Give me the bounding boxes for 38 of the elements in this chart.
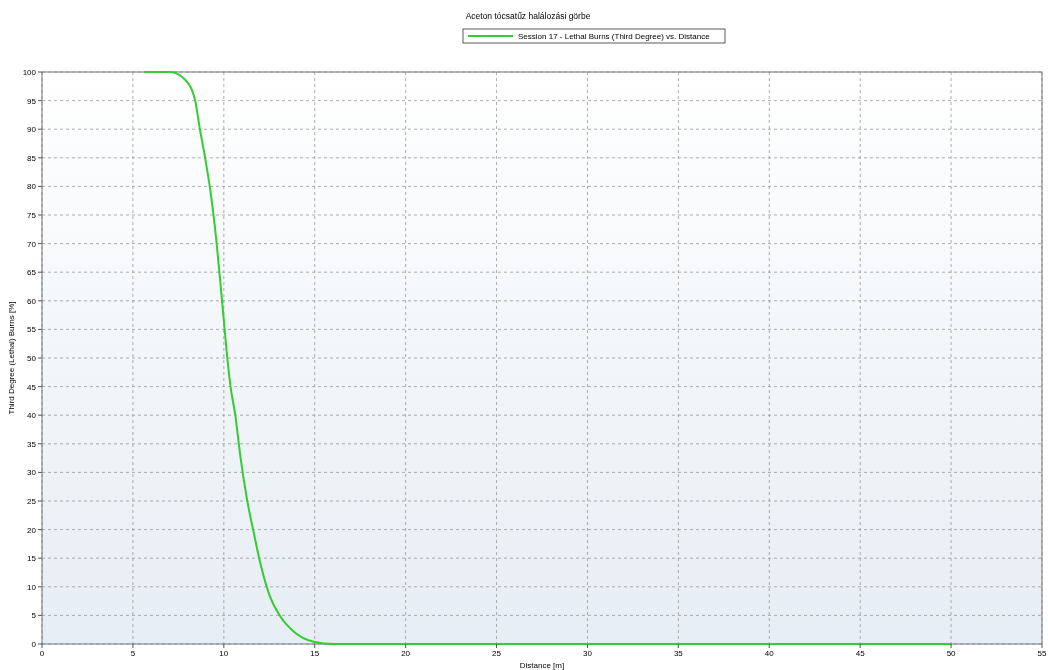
- line-series: [144, 71, 953, 645]
- y-tick-label: 60: [27, 296, 37, 306]
- y-tick-label: 90: [27, 125, 37, 135]
- y-tick-label: 0: [31, 640, 37, 649]
- y-tick-label: 10: [27, 582, 37, 592]
- y-tick-label: 45: [27, 382, 37, 392]
- y-tick-label: 80: [27, 182, 37, 192]
- x-tick-label: 15: [310, 649, 320, 658]
- x-tick-label: 45: [855, 649, 866, 658]
- x-tick-label: 25: [492, 649, 502, 658]
- x-tick-label: 0: [39, 649, 45, 658]
- x-tick-label: 35: [673, 649, 684, 658]
- x-tick-label: 55: [1037, 649, 1047, 658]
- y-tick-label: 5: [31, 611, 37, 621]
- chart-title: Aceton tócsatűz halálozási görbe: [465, 11, 591, 21]
- y-tick-label: 75: [27, 211, 37, 220]
- y-tick-label: 95: [27, 96, 37, 106]
- y-tick-label: 55: [27, 325, 37, 335]
- y-tick-label: 35: [27, 439, 37, 449]
- y-tick-label: 15: [27, 554, 37, 564]
- x-tick-label: 10: [219, 649, 229, 658]
- y-tick-label: 85: [27, 153, 37, 163]
- y-axis-title: Third Degree (Lethal) Burns [%]: [7, 301, 16, 415]
- y-tick-label: 50: [27, 354, 37, 363]
- y-tick-label: 25: [27, 497, 37, 506]
- y-tick-label: 30: [27, 468, 37, 478]
- y-tick-label: 65: [27, 268, 37, 278]
- x-axis-title: Distance [m]: [519, 661, 565, 670]
- y-tick-label: 100: [22, 68, 37, 77]
- x-tick-label: 50: [946, 649, 957, 658]
- y-tick-label: 20: [27, 525, 37, 535]
- y-tick-label: 70: [27, 239, 37, 249]
- x-tick-label: 20: [401, 649, 411, 658]
- y-tick-label: 40: [27, 411, 37, 421]
- text: Session 17 - Lethal Burns (Third Degree) vs. Distance: [518, 32, 711, 41]
- x-tick-label: 5: [130, 649, 136, 658]
- x-tick-label: 30: [583, 649, 593, 658]
- x-tick-label: 40: [764, 649, 775, 658]
